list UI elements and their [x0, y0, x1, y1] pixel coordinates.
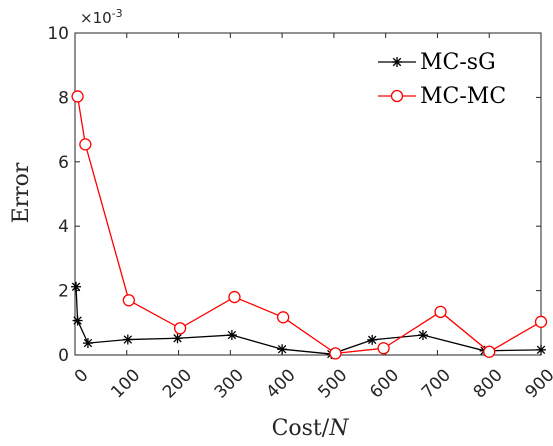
axes [74, 32, 542, 356]
data-point [534, 315, 548, 328]
data-point [277, 344, 288, 355]
x-tick-label: 500 [314, 365, 351, 402]
data-point [417, 330, 428, 341]
legend-label: MC-sG [420, 50, 496, 75]
data-point [329, 347, 342, 360]
x-tick-label: 400 [263, 365, 300, 402]
x-tick-label: 0 [71, 365, 93, 387]
y-axis-title: Error [9, 162, 34, 223]
data-point [122, 294, 135, 307]
data-point [483, 345, 496, 358]
series-line [76, 96, 542, 355]
series-line [75, 286, 542, 355]
data-point [173, 322, 187, 335]
y-tick-label: 8 [58, 88, 69, 108]
x-tick-label: 300 [211, 365, 248, 402]
y-tick-label: 0 [58, 346, 69, 366]
data-point [72, 315, 83, 326]
legend: MC-sG MC-MC [378, 50, 506, 109]
series-mc-sg [71, 281, 546, 360]
data-point [228, 290, 241, 304]
data-point [377, 342, 390, 355]
data-point [79, 138, 92, 151]
data-point [536, 344, 546, 355]
y-tick-label: 4 [58, 217, 69, 237]
data-point [122, 334, 133, 345]
series-mc-mc [71, 90, 548, 360]
x-tick-label: 700 [418, 365, 455, 402]
plot-frame [74, 32, 542, 356]
series [71, 90, 548, 360]
y-tick-label: 10 [47, 24, 69, 44]
legend-item: MC-sG [378, 50, 496, 75]
legend-marker [392, 57, 402, 67]
data-point [276, 311, 290, 324]
x-tick-label: 800 [470, 365, 507, 402]
data-point [226, 330, 237, 341]
x-tick-label: 900 [521, 365, 553, 402]
data-point [71, 281, 82, 292]
y-tick-label: 6 [58, 153, 69, 173]
x-axis-title: Cost/N [272, 416, 350, 441]
data-point [82, 338, 93, 349]
legend-marker [390, 89, 404, 103]
x-tick-label: 600 [366, 365, 403, 402]
data-point [367, 334, 378, 345]
x-tick-label: 100 [107, 365, 144, 402]
legend-label: MC-MC [420, 84, 506, 109]
legend-item: MC-MC [378, 84, 506, 109]
data-point [434, 305, 447, 319]
data-point [71, 90, 84, 103]
y-tick-label: 2 [58, 282, 69, 302]
y-exponent-label: ×10-3 [80, 7, 123, 27]
data-point [172, 333, 183, 344]
x-tick-label: 200 [159, 365, 196, 402]
